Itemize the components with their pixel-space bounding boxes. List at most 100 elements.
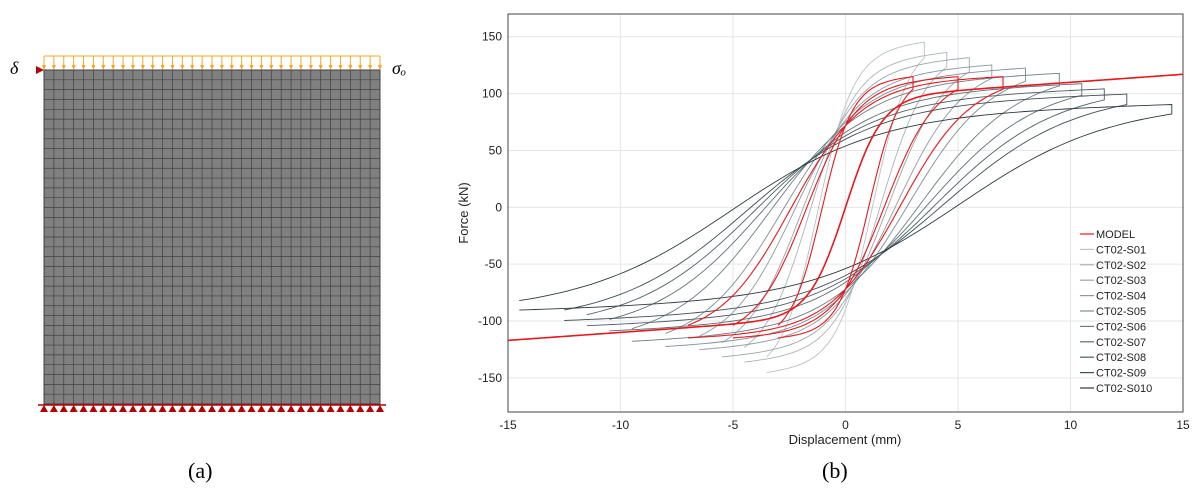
series-line-ct02-s04: [699, 64, 993, 351]
legend-item-label: CT02-S03: [1096, 275, 1146, 287]
support-triangle-icon: [49, 405, 58, 412]
load-arrow-head-icon: [308, 65, 313, 70]
support-triangle-icon: [178, 405, 187, 412]
load-arrow-head-icon: [229, 65, 234, 70]
support-triangle-icon: [346, 405, 355, 412]
load-arrow-head-icon: [160, 65, 165, 70]
support-triangle-icon: [128, 405, 137, 412]
load-arrow-head-icon: [71, 65, 76, 70]
support-triangle-icon: [89, 405, 98, 412]
support-triangle-icon: [326, 405, 335, 412]
legend-item-label: CT02-S04: [1096, 291, 1146, 303]
load-arrow-head-icon: [259, 65, 264, 70]
y-tick-label: 0: [495, 200, 502, 214]
mesh-grid: [43, 69, 381, 405]
support-triangle-icon: [306, 405, 315, 412]
distributed-load-arrows: [42, 55, 382, 70]
fe-mesh-panel: δ σₒ (a): [0, 0, 440, 486]
series-line-ct02-s06: [631, 72, 1060, 342]
load-arrow-head-icon: [140, 65, 145, 70]
x-tick-label: -5: [728, 418, 739, 432]
support-triangle-icon: [277, 405, 286, 412]
caption-a: (a): [188, 458, 213, 483]
support-triangle-icon: [158, 405, 167, 412]
load-arrow-head-icon: [210, 65, 214, 70]
y-tick-label: 50: [489, 143, 503, 157]
series-line-ct02-s03: [721, 57, 970, 358]
hysteresis-chart-panel: -15 -10 -5 0 5 10 15 -150 -100 -50 0 50 100 150 Displ…: [440, 0, 1192, 486]
support-triangle-icon: [168, 405, 177, 412]
series-line-ct02-s09: [564, 93, 1128, 321]
series-line-model-cycle: [777, 76, 914, 339]
x-tick-label: 0: [842, 418, 849, 432]
load-arrow-head-icon: [378, 65, 382, 70]
legend-item-label: CT02-S05: [1096, 306, 1146, 318]
x-tick-label: -10: [612, 418, 630, 432]
load-arrow-head-icon: [269, 65, 274, 70]
load-arrow-head-icon: [239, 65, 244, 70]
series-line-model: [507, 73, 1184, 342]
legend-item-label: CT02-S010: [1096, 383, 1152, 395]
load-arrow-head-icon: [121, 65, 126, 70]
y-tick-label: 100: [482, 87, 502, 101]
load-arrow-head-icon: [298, 65, 303, 70]
load-arrow-head-icon: [348, 65, 353, 70]
y-tick-label: -50: [485, 257, 503, 271]
fe-mesh-figure: [36, 55, 386, 412]
plot-frame: [507, 13, 1184, 413]
legend: MODEL CT02-S01 CT02-S02 CT02-S03 CT02-S04 CT0…: [1080, 229, 1152, 395]
support-triangle-icon: [247, 405, 256, 412]
x-axis-label: Displacement (mm): [789, 432, 902, 447]
load-arrow-head-icon: [130, 65, 135, 70]
load-arrow-head-icon: [51, 65, 56, 70]
support-triangle-icon: [217, 405, 226, 412]
load-arrow-head-icon: [338, 65, 343, 70]
load-arrow-head-icon: [358, 65, 363, 70]
support-triangle-icon: [69, 405, 78, 412]
support-triangle-icon: [316, 405, 325, 412]
support-triangle-icon: [138, 405, 147, 412]
support-triangle-icon: [356, 405, 365, 412]
support-triangle-icon: [237, 405, 246, 412]
series-line-model-cycle: [732, 76, 959, 339]
load-arrow-head-icon: [328, 65, 333, 70]
support-triangle-icon: [99, 405, 108, 412]
load-arrow-head-icon: [279, 65, 284, 70]
legend-item-label: MODEL: [1096, 229, 1135, 241]
load-arrow-head-icon: [61, 65, 66, 70]
series-line-ct02-s010: [519, 104, 1173, 311]
support-triangle-icon: [148, 405, 157, 412]
x-tick-label: -15: [499, 418, 517, 432]
legend-item-label: CT02-S09: [1096, 368, 1146, 380]
legend-item-label: CT02-S08: [1096, 352, 1146, 364]
support-triangle-icon: [119, 405, 128, 412]
support-triangle-icon: [109, 405, 118, 412]
load-arrow-head-icon: [101, 65, 106, 70]
load-arrow-head-icon: [190, 65, 195, 70]
support-triangle-icon: [188, 405, 197, 412]
series-line-ct02-s08: [586, 88, 1105, 327]
x-tick-label: 5: [955, 418, 962, 432]
displacement-symbol: δ: [10, 58, 19, 78]
legend-item-label: CT02-S01: [1096, 244, 1146, 256]
y-tick-label: -100: [478, 314, 502, 328]
support-triangle-icon: [257, 405, 266, 412]
x-tick-label: 10: [1064, 418, 1078, 432]
grid-lines: [507, 14, 1184, 412]
load-arrow-head-icon: [180, 65, 185, 70]
support-triangle-icon: [198, 405, 207, 412]
load-arrow-head-icon: [170, 65, 175, 70]
legend-item-label: CT02-S06: [1096, 321, 1146, 333]
load-arrow-head-icon: [318, 65, 323, 70]
support-triangle-icon: [336, 405, 345, 412]
load-arrow-head-icon: [200, 65, 205, 70]
support-triangle-icon: [227, 405, 236, 412]
support-triangle-icon: [79, 405, 88, 412]
support-triangle-icon: [267, 405, 276, 412]
support-triangle-icon: [376, 405, 384, 412]
y-tick-label: -150: [478, 371, 502, 385]
load-arrow-head-icon: [249, 65, 254, 70]
y-tick-label: 150: [482, 30, 502, 44]
